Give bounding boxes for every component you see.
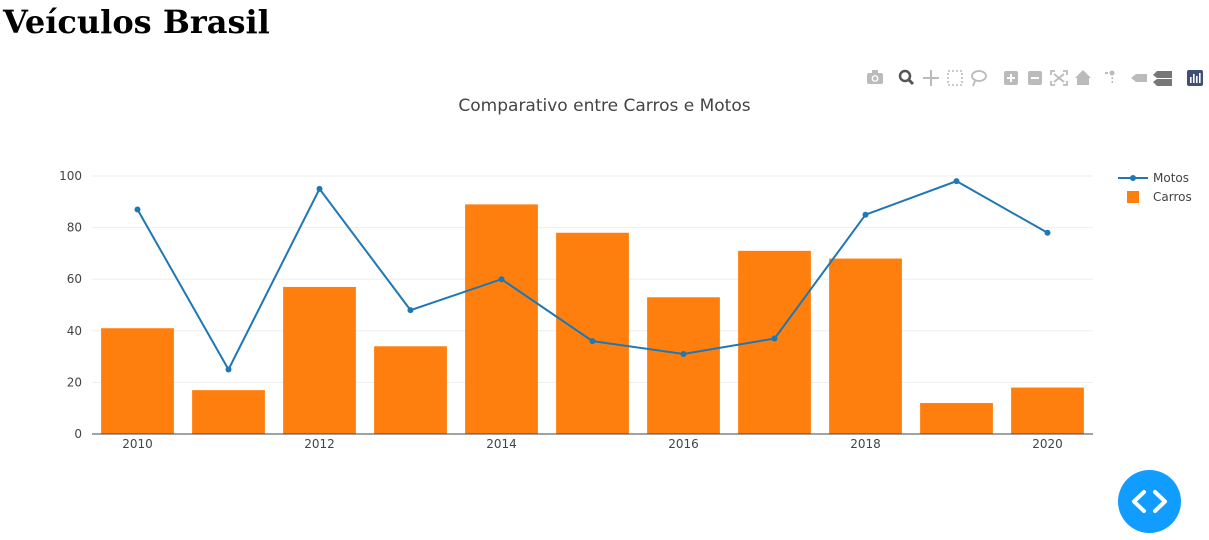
chart-plot[interactable]: 0 20 40 60 80 100 2010 2012 2014 2016 2018 2020 Mot… bbox=[0, 60, 1209, 460]
legend-label-carros[interactable]: Carros bbox=[1153, 190, 1192, 204]
y-tick-label: 40 bbox=[67, 324, 82, 338]
bar-carros[interactable] bbox=[647, 297, 720, 434]
legend-marker-motos bbox=[1130, 175, 1136, 181]
point-motos[interactable] bbox=[407, 307, 414, 314]
bar-carros[interactable] bbox=[1011, 387, 1084, 434]
page-title: Veículos Brasil bbox=[3, 3, 270, 41]
bar-carros[interactable] bbox=[829, 258, 902, 434]
bar-carros[interactable] bbox=[374, 346, 447, 434]
x-tick-label: 2018 bbox=[850, 437, 881, 451]
chart-title: Comparativo entre Carros e Motos bbox=[458, 96, 751, 116]
bar-carros[interactable] bbox=[283, 286, 356, 434]
point-motos[interactable] bbox=[589, 338, 596, 345]
legend-label-motos[interactable]: Motos bbox=[1153, 171, 1189, 185]
point-motos[interactable] bbox=[771, 335, 778, 342]
x-tick-label: 2012 bbox=[304, 437, 335, 451]
spike-lines-icon[interactable] bbox=[1105, 70, 1115, 84]
lasso-select-icon[interactable] bbox=[971, 70, 987, 87]
zoom-out-icon[interactable] bbox=[1028, 71, 1042, 85]
x-tick-label: 2014 bbox=[486, 437, 517, 451]
y-tick-label: 60 bbox=[67, 272, 82, 286]
point-motos[interactable] bbox=[953, 178, 960, 185]
x-tick-label: 2016 bbox=[668, 437, 699, 451]
box-select-icon[interactable] bbox=[947, 70, 963, 86]
hover-compare-icon[interactable] bbox=[1153, 71, 1172, 86]
x-tick-label: 2020 bbox=[1032, 437, 1063, 451]
reset-axes-icon[interactable] bbox=[1075, 70, 1091, 85]
y-tick-label: 100 bbox=[59, 169, 82, 183]
y-tick-label: 20 bbox=[67, 375, 82, 389]
point-motos[interactable] bbox=[680, 351, 687, 358]
code-toggle-button[interactable] bbox=[1118, 470, 1181, 533]
point-motos[interactable] bbox=[134, 206, 141, 213]
code-icon bbox=[1132, 490, 1167, 513]
bar-carros[interactable] bbox=[556, 232, 629, 434]
bar-carros[interactable] bbox=[920, 403, 993, 434]
autoscale-icon[interactable] bbox=[1050, 70, 1068, 86]
point-motos[interactable] bbox=[862, 211, 869, 218]
pan-icon[interactable] bbox=[923, 70, 939, 86]
legend-swatch-carros bbox=[1127, 191, 1139, 203]
chart-modebar bbox=[0, 60, 1209, 100]
zoom-icon[interactable] bbox=[898, 69, 915, 86]
point-motos[interactable] bbox=[1044, 229, 1051, 236]
y-tick-label: 80 bbox=[67, 221, 82, 235]
camera-icon[interactable] bbox=[867, 70, 883, 84]
point-motos[interactable] bbox=[498, 276, 505, 283]
bar-carros[interactable] bbox=[465, 204, 538, 434]
point-motos[interactable] bbox=[225, 366, 232, 373]
bar-carros[interactable] bbox=[101, 328, 174, 434]
hover-closest-icon[interactable] bbox=[1131, 74, 1147, 82]
plotly-logo-icon[interactable] bbox=[1187, 70, 1203, 86]
zoom-in-icon[interactable] bbox=[1004, 71, 1018, 85]
bar-carros[interactable] bbox=[192, 390, 265, 434]
y-tick-label: 0 bbox=[74, 427, 82, 441]
chart-container[interactable]: Comparativo entre Carros e Motos 0 20 40 60… bbox=[0, 60, 1209, 460]
x-tick-label: 2010 bbox=[122, 437, 153, 451]
point-motos[interactable] bbox=[316, 185, 323, 192]
